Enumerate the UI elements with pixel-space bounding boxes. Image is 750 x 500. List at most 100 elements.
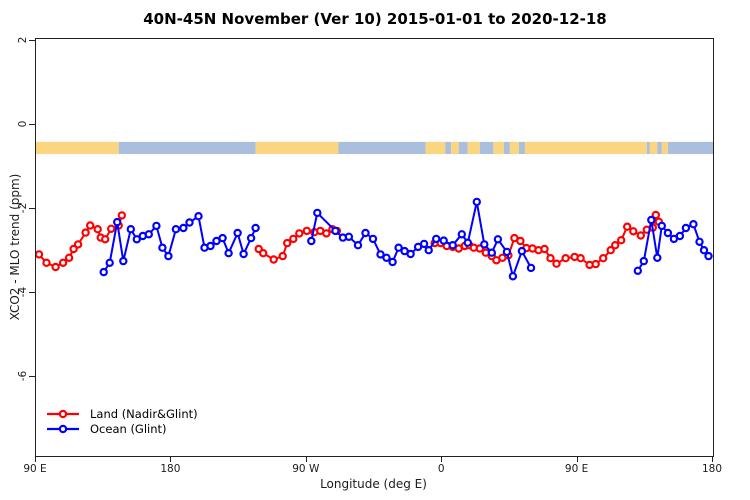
data-point (258, 248, 268, 258)
x-tick-mark (712, 456, 713, 462)
data-point (42, 258, 51, 267)
data-point (302, 226, 311, 236)
x-tick-mark (35, 456, 36, 462)
data-point (171, 224, 181, 234)
y-tick-mark (29, 376, 35, 378)
data-point (406, 249, 415, 259)
x-tick-mark (441, 456, 443, 462)
band-segment-ocean (503, 141, 510, 155)
band-segment-land (255, 141, 339, 155)
x-tick-label: 0 (437, 463, 445, 475)
data-point (517, 246, 527, 256)
band-segment-land (649, 141, 658, 155)
data-point (508, 272, 518, 281)
data-point (69, 244, 78, 254)
data-point (689, 219, 698, 229)
data-point (623, 222, 632, 231)
legend-item: Land (Nadir&Glint) (46, 406, 198, 421)
data-point (132, 235, 142, 244)
legend-swatch (47, 424, 79, 433)
legend-label: Land (Nadir&Glint) (90, 406, 198, 421)
data-point (382, 253, 391, 262)
band-segment-ocean (445, 141, 452, 155)
data-point (117, 211, 127, 220)
data-point (368, 234, 378, 244)
band-segment-ocean (479, 141, 494, 155)
legend: Land (Nadir&Glint) Ocean (Glint) (46, 406, 198, 436)
x-tick-label: 180 (160, 463, 181, 475)
data-point (516, 236, 525, 246)
data-point (81, 228, 90, 237)
legend-swatch (47, 409, 79, 418)
data-point (246, 233, 256, 243)
data-point (617, 235, 626, 245)
data-point (224, 248, 233, 258)
data-point (106, 224, 116, 233)
data-point (493, 235, 503, 244)
data-point (344, 232, 354, 241)
x-tick-mark (305, 456, 307, 462)
x-tick-label: 90 E (23, 463, 47, 475)
data-point (251, 223, 260, 233)
data-point (322, 229, 331, 238)
data-point (611, 240, 620, 250)
y-tick-label: -6 (17, 370, 29, 382)
data-point (353, 240, 363, 250)
data-point (194, 211, 203, 221)
data-point (487, 248, 496, 257)
x-tick-label: 90 E (564, 463, 589, 475)
data-point (164, 251, 173, 261)
data-point (480, 240, 489, 249)
band-segment-ocean (657, 141, 662, 155)
band-segment-ocean (118, 141, 256, 155)
data-point (331, 226, 340, 236)
data-point (278, 251, 287, 261)
data-point (599, 253, 608, 263)
data-point (419, 239, 429, 249)
data-point (681, 223, 691, 233)
data-point (457, 230, 466, 239)
data-point (647, 215, 656, 225)
data-point (58, 258, 68, 267)
data-point (313, 208, 322, 218)
data-point (472, 197, 481, 207)
band-segment-land (524, 141, 647, 155)
x-tick-label: 180 (701, 463, 723, 475)
data-point (394, 243, 403, 252)
data-point (388, 257, 397, 267)
data-point (206, 241, 215, 251)
data-point (540, 244, 549, 254)
data-point (233, 228, 242, 238)
data-point (552, 259, 561, 268)
data-point (282, 238, 292, 248)
data-point (651, 210, 661, 220)
x-tick-mark (170, 456, 172, 462)
band-segment-land (509, 141, 519, 155)
data-point (289, 234, 298, 244)
band-segment-ocean (646, 141, 650, 155)
data-point (704, 251, 713, 261)
data-point (295, 229, 304, 238)
y-axis-label: XCO2 - MLO trend (ppm) (8, 173, 22, 321)
data-point (629, 227, 638, 236)
data-point (448, 240, 457, 250)
data-point (636, 231, 646, 240)
data-point (606, 245, 615, 255)
band-segment-land (661, 141, 668, 155)
y-tick-mark (29, 292, 35, 294)
data-point (269, 255, 278, 264)
data-point (158, 243, 167, 252)
data-point (105, 258, 114, 267)
band-segment-ocean (458, 141, 468, 155)
data-point (93, 224, 102, 234)
x-tick-label: 90 W (292, 463, 320, 475)
band-segment-land (425, 141, 446, 155)
band-segment-land (493, 141, 504, 155)
data-point (576, 253, 585, 263)
y-tick-label: 2 (17, 36, 29, 44)
data-point (73, 240, 83, 249)
chart-title: 40N-45N November (Ver 10) 2015-01-01 to … (143, 10, 607, 28)
data-point (546, 253, 555, 263)
y-tick-mark (29, 208, 35, 210)
